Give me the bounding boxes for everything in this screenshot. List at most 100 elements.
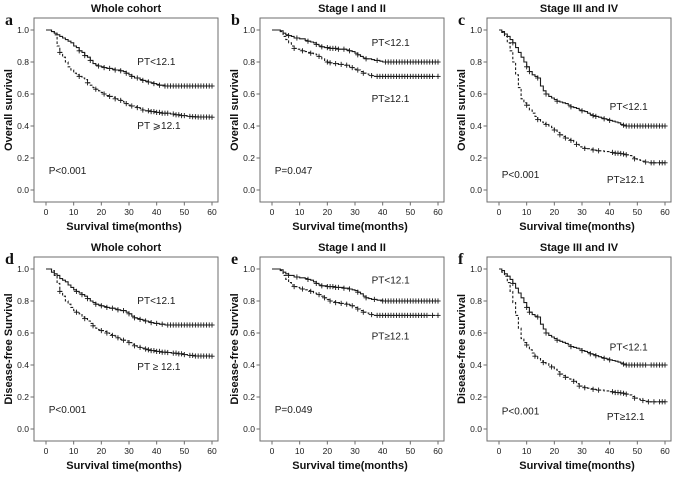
km-plot-e: 0.0 0.2 0.4 0.6 0.8 1.0 0 10 20 30 40 50 60 PT<12.1 PT… bbox=[243, 256, 445, 456]
svg-text:1.0: 1.0 bbox=[17, 264, 29, 274]
svg-text:10: 10 bbox=[522, 446, 532, 456]
svg-text:PT<12.1: PT<12.1 bbox=[137, 57, 176, 68]
svg-text:0.0: 0.0 bbox=[243, 424, 255, 434]
svg-text:0.2: 0.2 bbox=[17, 392, 29, 402]
svg-text:0.4: 0.4 bbox=[17, 121, 29, 131]
svg-text:PT≥12.1: PT≥12.1 bbox=[372, 331, 410, 342]
km-panel-e: 0.0 0.2 0.4 0.6 0.8 1.0 0 10 20 30 40 50 60 PT<12.1 PT… bbox=[226, 239, 453, 479]
panel-letter-b: b bbox=[231, 12, 240, 29]
svg-text:0.8: 0.8 bbox=[17, 57, 29, 67]
y-axis-label-f: Disease-free survival bbox=[456, 293, 468, 405]
svg-text:1.0: 1.0 bbox=[17, 25, 29, 35]
km-plot-c: 0.0 0.2 0.4 0.6 0.8 1.0 0 10 20 30 40 50 60 PT<12.1 PT… bbox=[470, 17, 672, 217]
y-axis-label-a: Overall survival bbox=[3, 69, 15, 151]
svg-text:10: 10 bbox=[295, 446, 305, 456]
x-axis-label-f: Survival time(months) bbox=[519, 460, 635, 472]
svg-text:30: 30 bbox=[124, 446, 134, 456]
svg-text:60: 60 bbox=[207, 207, 217, 217]
km-panel-d: 0.0 0.2 0.4 0.6 0.8 1.0 0 10 20 30 40 50 60 PT<12.1 PT… bbox=[0, 239, 226, 479]
svg-text:60: 60 bbox=[433, 446, 443, 456]
km-panel-b: 0.0 0.2 0.4 0.6 0.8 1.0 0 10 20 30 40 50 60 PT<12.1 PT… bbox=[226, 0, 453, 239]
km-panel-a: 0.0 0.2 0.4 0.6 0.8 1.0 0 10 20 30 40 50 60 PT<12.1 PT… bbox=[0, 0, 226, 239]
y-axis-label-c: Overall survival bbox=[456, 69, 468, 151]
panel-letter-f: f bbox=[458, 251, 464, 268]
x-axis-label-c: Survival time(months) bbox=[519, 221, 635, 233]
svg-text:10: 10 bbox=[69, 207, 79, 217]
svg-text:0.4: 0.4 bbox=[243, 121, 255, 131]
svg-text:0.8: 0.8 bbox=[17, 296, 29, 306]
panel-title-d: Whole cohort bbox=[90, 242, 162, 254]
svg-text:0.6: 0.6 bbox=[470, 328, 482, 338]
svg-text:PT≥12.1: PT≥12.1 bbox=[607, 412, 645, 423]
svg-text:40: 40 bbox=[152, 446, 162, 456]
svg-text:1.0: 1.0 bbox=[470, 264, 482, 274]
y-axis-label-b: Overall survival bbox=[229, 69, 241, 151]
svg-text:0.0: 0.0 bbox=[470, 424, 482, 434]
svg-text:30: 30 bbox=[577, 207, 587, 217]
svg-text:0.0: 0.0 bbox=[243, 185, 255, 195]
svg-text:0.8: 0.8 bbox=[243, 57, 255, 67]
svg-text:40: 40 bbox=[378, 207, 388, 217]
svg-text:1.0: 1.0 bbox=[470, 25, 482, 35]
x-axis-label-e: Survival time(months) bbox=[292, 460, 408, 472]
svg-text:PT<12.1: PT<12.1 bbox=[372, 275, 411, 286]
svg-text:0.2: 0.2 bbox=[470, 153, 482, 163]
y-axis-label-d: Disease-free Survival bbox=[3, 293, 15, 405]
svg-text:0.0: 0.0 bbox=[470, 185, 482, 195]
svg-text:20: 20 bbox=[550, 207, 560, 217]
svg-text:0: 0 bbox=[270, 207, 275, 217]
svg-text:50: 50 bbox=[406, 207, 416, 217]
svg-text:1.0: 1.0 bbox=[243, 264, 255, 274]
svg-text:20: 20 bbox=[323, 446, 333, 456]
svg-text:P<0.001: P<0.001 bbox=[49, 405, 87, 416]
km-panel-f: 0.0 0.2 0.4 0.6 0.8 1.0 0 10 20 30 40 50 60 PT<12.1 PT… bbox=[453, 239, 680, 479]
svg-text:20: 20 bbox=[97, 207, 107, 217]
km-plot-d: 0.0 0.2 0.4 0.6 0.8 1.0 0 10 20 30 40 50 60 PT<12.1 PT… bbox=[17, 256, 219, 456]
svg-text:PT<12.1: PT<12.1 bbox=[137, 296, 176, 307]
svg-text:30: 30 bbox=[350, 207, 360, 217]
svg-text:40: 40 bbox=[152, 207, 162, 217]
svg-text:PT≥12.1: PT≥12.1 bbox=[372, 94, 410, 105]
svg-text:PT≥12.1: PT≥12.1 bbox=[607, 175, 645, 186]
svg-text:0.4: 0.4 bbox=[470, 360, 482, 370]
svg-text:60: 60 bbox=[660, 207, 670, 217]
svg-text:0.4: 0.4 bbox=[17, 360, 29, 370]
svg-text:0.8: 0.8 bbox=[243, 296, 255, 306]
panel-title-a: Whole cohort bbox=[90, 3, 162, 15]
panel-letter-e: e bbox=[231, 251, 239, 268]
panel-letter-a: a bbox=[5, 12, 13, 29]
svg-text:40: 40 bbox=[605, 446, 615, 456]
svg-text:0.0: 0.0 bbox=[17, 424, 29, 434]
svg-text:20: 20 bbox=[323, 207, 333, 217]
svg-text:0.4: 0.4 bbox=[470, 121, 482, 131]
svg-text:10: 10 bbox=[522, 207, 532, 217]
panel-title-e: Stage I and II bbox=[318, 242, 386, 254]
svg-text:0: 0 bbox=[497, 446, 502, 456]
km-plot-a: 0.0 0.2 0.4 0.6 0.8 1.0 0 10 20 30 40 50 60 PT<12.1 PT… bbox=[17, 17, 219, 217]
svg-text:P=0.049: P=0.049 bbox=[275, 405, 313, 416]
svg-text:0.0: 0.0 bbox=[17, 185, 29, 195]
panel-title-b: Stage I and II bbox=[318, 3, 386, 15]
svg-text:P<0.001: P<0.001 bbox=[502, 407, 540, 418]
svg-text:60: 60 bbox=[433, 207, 443, 217]
svg-text:0.2: 0.2 bbox=[243, 392, 255, 402]
svg-text:0.8: 0.8 bbox=[470, 296, 482, 306]
svg-text:0.2: 0.2 bbox=[243, 153, 255, 163]
svg-text:0.6: 0.6 bbox=[243, 328, 255, 338]
svg-text:PT<12.1: PT<12.1 bbox=[610, 102, 649, 113]
svg-text:PT<12.1: PT<12.1 bbox=[372, 38, 411, 49]
svg-text:0.2: 0.2 bbox=[470, 392, 482, 402]
svg-text:PT<12.1: PT<12.1 bbox=[610, 343, 649, 354]
svg-text:50: 50 bbox=[180, 207, 190, 217]
svg-text:50: 50 bbox=[180, 446, 190, 456]
svg-text:50: 50 bbox=[633, 446, 643, 456]
svg-text:30: 30 bbox=[577, 446, 587, 456]
x-axis-label-a: Survival time(months) bbox=[66, 221, 182, 233]
svg-text:0.2: 0.2 bbox=[17, 153, 29, 163]
svg-text:0.6: 0.6 bbox=[17, 89, 29, 99]
svg-text:P<0.001: P<0.001 bbox=[502, 170, 540, 181]
svg-text:50: 50 bbox=[633, 207, 643, 217]
km-panel-c: 0.0 0.2 0.4 0.6 0.8 1.0 0 10 20 30 40 50 60 PT<12.1 PT… bbox=[453, 0, 680, 239]
svg-text:0: 0 bbox=[270, 446, 275, 456]
